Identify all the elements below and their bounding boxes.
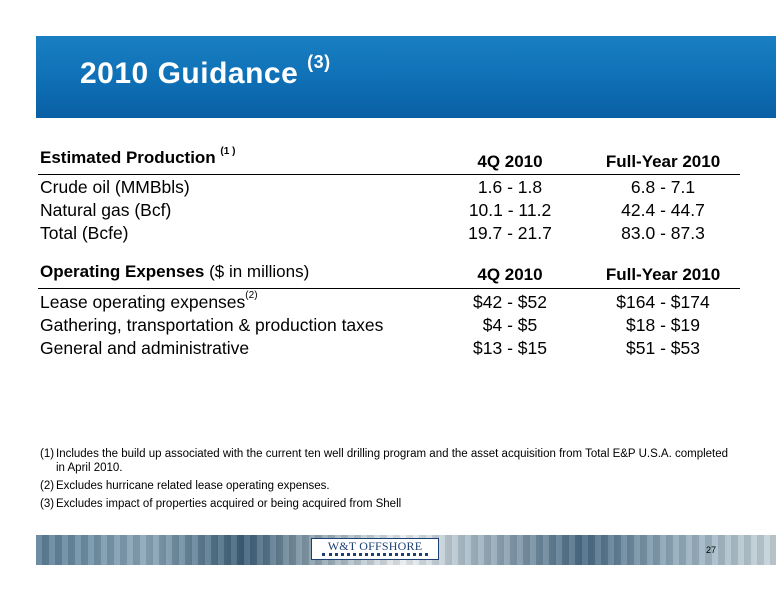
expenses-row: General and administrative $13 - $15 $51… xyxy=(40,338,740,362)
footnote: (3) Excludes impact of properties acquir… xyxy=(40,497,730,511)
production-col-q4: 4Q 2010 xyxy=(477,152,543,171)
production-row: Crude oil (MMBbls) 1.6 - 1.8 6.8 - 7.1 xyxy=(40,177,740,201)
page-number: 27 xyxy=(706,545,717,555)
expenses-row-fy: $51 - $53 xyxy=(626,338,700,358)
footnotes: (1) Includes the build up associated wit… xyxy=(40,447,730,515)
title-banner xyxy=(36,36,776,118)
expenses-row-label: Gathering, transportation & production t… xyxy=(40,315,384,335)
footnote-text: Excludes hurricane related lease operati… xyxy=(56,480,330,492)
production-row-fy: 6.8 - 7.1 xyxy=(630,177,696,197)
production-col-fy: Full-Year 2010 xyxy=(605,152,721,171)
footnote-text: Includes the build up associated with th… xyxy=(56,448,729,474)
production-header-label: Estimated Production xyxy=(40,148,216,167)
company-logo: W&T OFFSHORE xyxy=(311,538,439,560)
expenses-header-row: Operating Expenses ($ in millions) 4Q 20… xyxy=(40,262,740,286)
production-row-q4: 19.7 - 21.7 xyxy=(468,223,552,243)
production-row-label: Crude oil (MMBbls) xyxy=(40,177,190,197)
page-title-footnote-marker: (3) xyxy=(307,52,331,72)
expenses-divider xyxy=(38,288,740,289)
expenses-row-label: General and administrative xyxy=(40,338,250,358)
expenses-row-fy: $18 - $19 xyxy=(626,315,700,335)
expenses-row-label: Lease operating expenses(2) xyxy=(40,290,258,313)
footnote-number: (2) xyxy=(40,480,55,492)
production-divider xyxy=(38,174,740,175)
expenses-header-units: ($ in millions) xyxy=(209,262,310,281)
footnote-text: Excludes impact of properties acquired o… xyxy=(56,498,402,510)
production-row-q4: 1.6 - 1.8 xyxy=(477,177,543,197)
expenses-col-fy: Full-Year 2010 xyxy=(605,265,721,284)
production-row-label: Total (Bcfe) xyxy=(40,223,129,243)
production-header-footnote-marker: (1 ) xyxy=(220,146,236,158)
production-header: Estimated Production (1 ) xyxy=(40,146,236,168)
footnote-number: (1) xyxy=(40,448,55,460)
page-title-text: 2010 Guidance xyxy=(80,57,299,90)
expenses-row-fy: $164 - $174 xyxy=(616,292,710,312)
production-row: Natural gas (Bcf) 10.1 - 11.2 42.4 - 44.… xyxy=(40,200,740,224)
production-row-fy: 42.4 - 44.7 xyxy=(621,200,705,220)
expenses-row-label-text: Lease operating expenses xyxy=(40,292,246,312)
expenses-row-q4: $13 - $15 xyxy=(473,338,547,358)
footnote-number: (3) xyxy=(40,498,55,510)
production-header-row: Estimated Production (1 ) 4Q 2010 Full-Y… xyxy=(40,146,740,172)
production-row-label: Natural gas (Bcf) xyxy=(40,200,172,220)
expenses-col-q4: 4Q 2010 xyxy=(477,265,543,284)
footnote: (1) Includes the build up associated wit… xyxy=(40,447,730,475)
production-row-q4: 10.1 - 11.2 xyxy=(468,200,552,220)
production-row-fy: 83.0 - 87.3 xyxy=(621,223,705,243)
expenses-header: Operating Expenses ($ in millions) xyxy=(40,262,309,282)
expenses-row-footnote-marker: (2) xyxy=(245,290,258,302)
company-logo-underline xyxy=(322,553,428,560)
expenses-row-q4: $42 - $52 xyxy=(473,292,547,312)
expenses-header-label: Operating Expenses xyxy=(40,262,205,281)
expenses-row: Lease operating expenses(2) $42 - $52 $1… xyxy=(40,290,740,316)
footnote: (2) Excludes hurricane related lease ope… xyxy=(40,479,730,493)
expenses-row-q4: $4 - $5 xyxy=(482,315,538,335)
company-logo-text: W&T OFFSHORE xyxy=(327,539,423,553)
expenses-row: Gathering, transportation & production t… xyxy=(40,315,740,339)
page-title: 2010 Guidance (3) xyxy=(80,52,331,91)
production-row: Total (Bcfe) 19.7 - 21.7 83.0 - 87.3 xyxy=(40,223,740,247)
